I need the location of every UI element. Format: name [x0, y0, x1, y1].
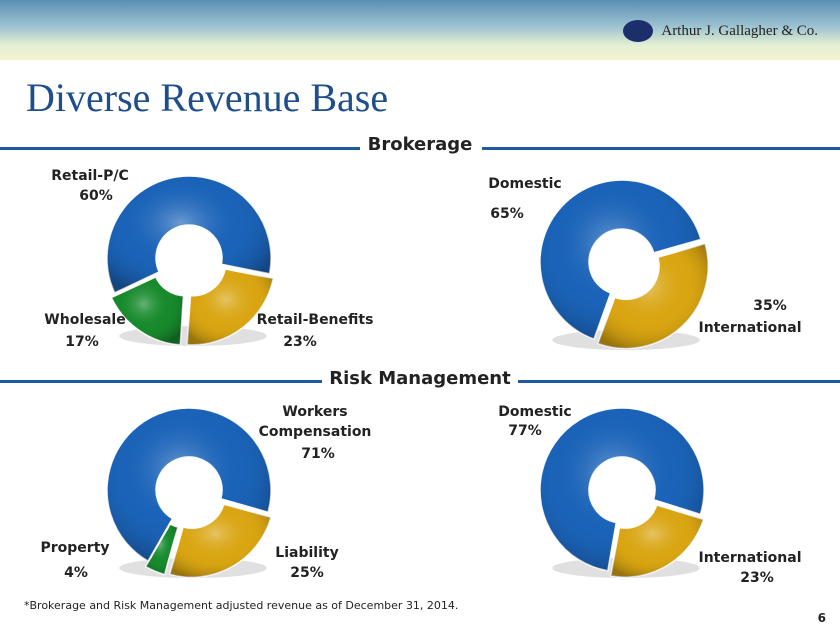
logo: Arthur J. Gallagher & Co. — [623, 20, 818, 42]
category-label: International — [698, 320, 802, 336]
rule — [0, 147, 360, 150]
section-title: Risk Management — [329, 368, 511, 389]
category-label: Property — [40, 540, 110, 556]
value-label: 25% — [290, 565, 324, 581]
rule — [482, 147, 840, 150]
value-label: 17% — [65, 334, 99, 350]
category-label: International — [698, 550, 802, 566]
rule — [518, 380, 840, 383]
page-number: 6 — [817, 611, 826, 625]
value-label: 4% — [64, 565, 88, 581]
slide-title: Diverse Revenue Base — [26, 75, 389, 120]
value-label: 23% — [740, 570, 774, 586]
category-label: Domestic — [488, 176, 562, 192]
value-label: 23% — [283, 334, 317, 350]
category-label: Liability — [275, 545, 339, 561]
footnote: *Brokerage and Risk Management adjusted … — [24, 599, 459, 612]
value-label: 35% — [753, 298, 787, 314]
category-label: Domestic — [498, 404, 572, 420]
logo-text: Arthur J. Gallagher & Co. — [661, 22, 818, 39]
logo-mark — [623, 20, 654, 42]
value-label: 60% — [79, 188, 113, 204]
value-label: 65% — [490, 206, 524, 222]
banner — [0, 0, 840, 60]
category-label: Workers Compensation — [258, 404, 372, 440]
category-label: Wholesale — [44, 312, 126, 328]
value-label: 71% — [301, 446, 335, 462]
wedge — [597, 242, 709, 350]
category-label: Retail-P/C — [51, 168, 129, 184]
value-label: 77% — [508, 423, 542, 439]
category-label: Retail-Benefits — [256, 312, 374, 328]
section-title: Brokerage — [367, 134, 473, 155]
rule — [0, 380, 322, 383]
